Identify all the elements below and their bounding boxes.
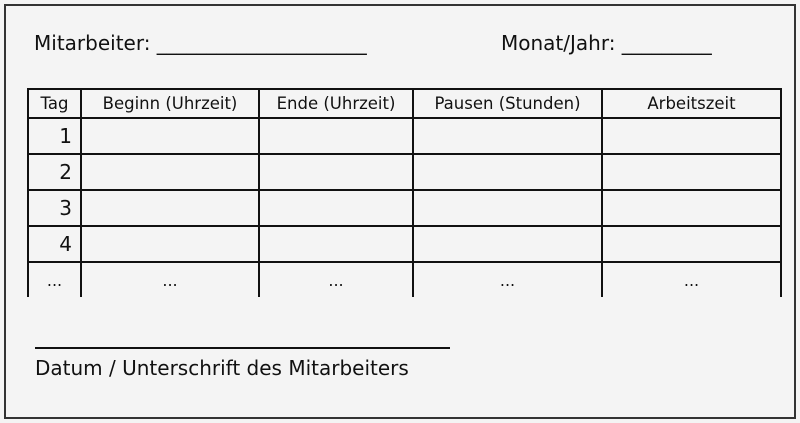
column-header-ende: Ende (Uhrzeit)	[258, 88, 414, 119]
table-cell[interactable]	[601, 117, 782, 155]
table-cell[interactable]	[258, 117, 414, 155]
table-cell[interactable]	[412, 153, 603, 191]
table-cell[interactable]	[601, 225, 782, 263]
day-cell: 1	[27, 117, 82, 155]
table-cell[interactable]	[258, 153, 414, 191]
day-cell: 3	[27, 189, 82, 227]
table-cell[interactable]	[80, 189, 260, 227]
signature-line	[35, 347, 450, 349]
ellipsis-cell: ...	[412, 261, 603, 297]
ellipsis-cell: ...	[27, 261, 82, 297]
column-header-arbeitszeit: Arbeitszeit	[601, 88, 782, 119]
table-row: 3	[27, 189, 782, 227]
ellipsis-cell: ...	[258, 261, 414, 297]
table-cell[interactable]	[412, 117, 603, 155]
employee-field-label: Mitarbeiter: _____________________	[34, 31, 367, 55]
ellipsis-cell: ...	[601, 261, 782, 297]
table-cell[interactable]	[258, 189, 414, 227]
timesheet-table: Tag Beginn (Uhrzeit) Ende (Uhrzeit) Paus…	[27, 88, 782, 297]
day-cell: 4	[27, 225, 82, 263]
day-cell: 2	[27, 153, 82, 191]
column-header-tag: Tag	[27, 88, 82, 119]
table-cell[interactable]	[412, 225, 603, 263]
month-year-field-label: Monat/Jahr: _________	[501, 31, 712, 55]
table-row: 4	[27, 225, 782, 263]
table-row: 1	[27, 117, 782, 155]
table-header-row: Tag Beginn (Uhrzeit) Ende (Uhrzeit) Paus…	[27, 88, 782, 119]
table-cell[interactable]	[258, 225, 414, 263]
column-header-pausen: Pausen (Stunden)	[412, 88, 603, 119]
signature-label: Datum / Unterschrift des Mitarbeiters	[35, 356, 409, 380]
table-row-continuation: ... ... ... ... ...	[27, 261, 782, 297]
table-cell[interactable]	[601, 153, 782, 191]
table-cell[interactable]	[412, 189, 603, 227]
column-header-beginn: Beginn (Uhrzeit)	[80, 88, 260, 119]
table-cell[interactable]	[80, 225, 260, 263]
ellipsis-cell: ...	[80, 261, 260, 297]
form-border	[4, 4, 796, 419]
table-cell[interactable]	[601, 189, 782, 227]
table-cell[interactable]	[80, 153, 260, 191]
table-row: 2	[27, 153, 782, 191]
table-cell[interactable]	[80, 117, 260, 155]
